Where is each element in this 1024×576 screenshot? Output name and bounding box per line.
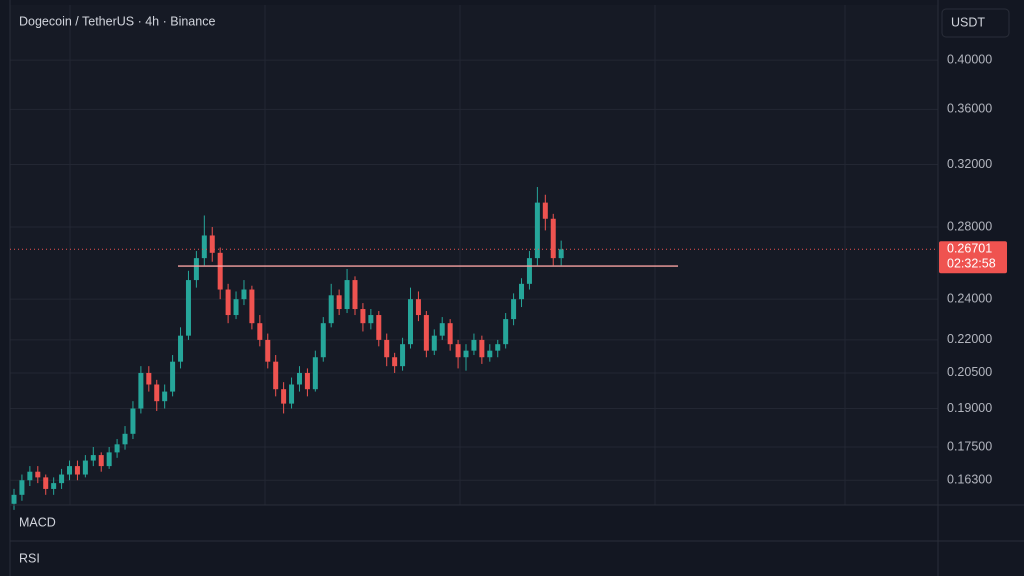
candle-body	[19, 480, 25, 495]
candle-body	[487, 350, 493, 358]
candle-body	[130, 408, 136, 434]
candle-body	[209, 235, 215, 253]
candle-body	[185, 280, 191, 336]
candle-body	[558, 249, 564, 259]
candle-body	[170, 361, 176, 392]
candle-body	[296, 372, 302, 385]
candle-body	[304, 372, 310, 390]
y-tick-label: 0.22000	[947, 332, 992, 346]
candle-body	[217, 252, 223, 290]
candle-body	[431, 335, 437, 351]
y-tick-label: 0.20500	[947, 365, 992, 379]
candle-body	[495, 344, 501, 351]
pane-label: RSI	[19, 551, 40, 565]
y-tick-label: 0.17500	[947, 439, 992, 453]
y-tick-label: 0.16300	[947, 473, 992, 487]
candle-body	[320, 323, 326, 358]
candle-body	[59, 474, 65, 484]
candle-body	[503, 319, 509, 345]
candle-body	[27, 471, 33, 481]
y-tick-label: 0.24000	[947, 291, 992, 305]
candle-body	[400, 344, 406, 367]
candle-body	[11, 494, 17, 504]
candle-body	[408, 299, 413, 345]
candle-body	[463, 350, 469, 358]
candle-body	[526, 258, 532, 284]
candle-body	[479, 339, 485, 358]
candle-body	[201, 235, 207, 259]
candle-body	[178, 335, 184, 362]
candle-body	[90, 455, 96, 461]
candle-body	[344, 280, 350, 310]
candle-body	[265, 339, 271, 362]
candle-body	[249, 289, 255, 324]
currency-label[interactable]: USDT	[951, 15, 985, 29]
candle-body	[423, 315, 429, 351]
candle-body	[162, 391, 168, 402]
candle-body	[257, 323, 263, 340]
candle-body	[384, 339, 390, 358]
candle-body	[241, 289, 247, 300]
candle-body	[542, 202, 548, 219]
candle-body	[447, 323, 453, 345]
candle-body	[550, 218, 556, 259]
candle-body	[74, 466, 80, 475]
candle-body	[336, 295, 342, 310]
candle-body	[106, 452, 112, 467]
candle-body	[328, 295, 334, 324]
candle-body	[82, 460, 88, 475]
candle-body	[415, 299, 421, 316]
y-tick-label: 0.32000	[947, 157, 992, 171]
candle-body	[392, 357, 398, 367]
candle-body	[233, 299, 239, 316]
y-tick-label: 0.28000	[947, 219, 992, 233]
last-price-badge	[939, 241, 1007, 274]
candle-body	[519, 283, 525, 300]
pane-label: MACD	[19, 515, 56, 529]
candle-body	[114, 444, 120, 453]
candle-body	[98, 455, 104, 467]
candle-body	[225, 289, 231, 316]
candle-body	[534, 202, 540, 259]
symbol-title: Dogecoin / TetherUS · 4h · Binance	[19, 14, 215, 28]
candle-body	[439, 323, 445, 336]
plot-area	[10, 5, 938, 505]
candle-body	[51, 483, 57, 489]
candle-body	[511, 299, 517, 320]
candle-body	[281, 389, 287, 404]
candle-body	[67, 466, 73, 475]
last-price-label: 0.26701	[947, 242, 992, 256]
candle-body	[35, 471, 41, 478]
candle-body	[471, 339, 477, 351]
candle-body	[312, 357, 318, 390]
y-tick-label: 0.40000	[947, 52, 992, 66]
y-tick-label: 0.19000	[947, 401, 992, 415]
candle-body	[360, 309, 366, 324]
candle-body	[352, 280, 358, 310]
candle-body	[193, 258, 199, 281]
candle-body	[455, 344, 461, 358]
vertical-grid	[69, 5, 846, 505]
candle-body	[122, 433, 128, 445]
y-tick-label: 0.36000	[947, 102, 992, 116]
candle-body	[368, 315, 374, 324]
candle-body	[273, 361, 279, 390]
countdown-label: 02:32:58	[947, 257, 996, 271]
candle-body	[138, 372, 144, 409]
candle-body	[289, 384, 295, 404]
candle-body	[154, 384, 160, 402]
candle-body	[376, 315, 382, 340]
currency-button[interactable]	[941, 8, 1010, 38]
candle-body	[146, 372, 152, 385]
candle-body	[43, 477, 49, 489]
